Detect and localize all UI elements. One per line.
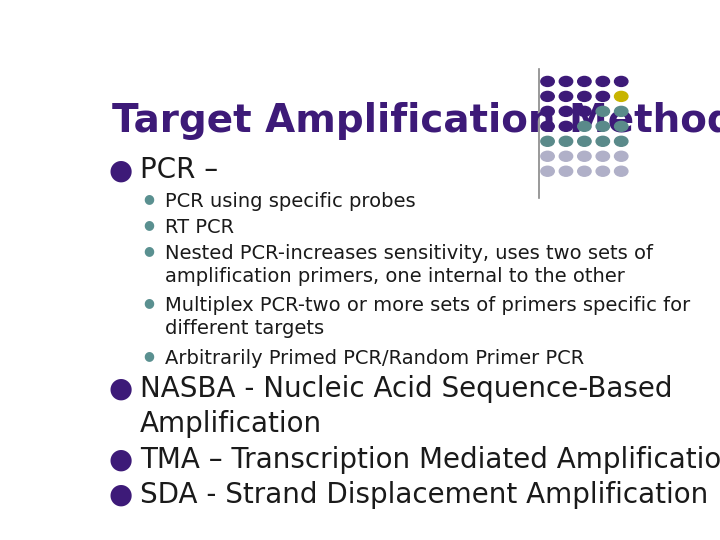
Text: PCR –: PCR –	[140, 156, 218, 184]
Circle shape	[615, 151, 628, 161]
Circle shape	[541, 166, 554, 176]
Circle shape	[541, 136, 554, 146]
Circle shape	[577, 77, 591, 86]
Text: ●: ●	[143, 192, 154, 205]
Circle shape	[577, 166, 591, 176]
Circle shape	[596, 106, 610, 116]
Circle shape	[615, 136, 628, 146]
Text: Multiplex PCR-two or more sets of primers specific for
different targets: Multiplex PCR-two or more sets of primer…	[166, 296, 690, 338]
Circle shape	[541, 77, 554, 86]
Text: NASBA - Nucleic Acid Sequence-Based
Amplification: NASBA - Nucleic Acid Sequence-Based Ampl…	[140, 375, 672, 437]
Text: ●: ●	[109, 375, 132, 403]
Circle shape	[577, 106, 591, 116]
Circle shape	[596, 122, 610, 131]
Circle shape	[559, 166, 572, 176]
Circle shape	[577, 122, 591, 131]
Circle shape	[541, 106, 554, 116]
Text: TMA – Transcription Mediated Amplification: TMA – Transcription Mediated Amplificati…	[140, 446, 720, 474]
Text: SDA - Strand Displacement Amplification: SDA - Strand Displacement Amplification	[140, 481, 708, 509]
Circle shape	[615, 106, 628, 116]
Text: Arbitrarily Primed PCR/Random Primer PCR: Arbitrarily Primed PCR/Random Primer PCR	[166, 349, 585, 368]
Text: ●: ●	[143, 218, 154, 231]
Circle shape	[559, 106, 572, 116]
Text: ●: ●	[143, 244, 154, 257]
Circle shape	[559, 151, 572, 161]
Circle shape	[541, 122, 554, 131]
Text: PCR using specific probes: PCR using specific probes	[166, 192, 416, 211]
Circle shape	[615, 91, 628, 102]
Text: ●: ●	[109, 481, 132, 509]
Circle shape	[577, 91, 591, 102]
Text: Nested PCR-increases sensitivity, uses two sets of
amplification primers, one in: Nested PCR-increases sensitivity, uses t…	[166, 244, 653, 286]
Circle shape	[596, 136, 610, 146]
Circle shape	[615, 77, 628, 86]
Circle shape	[559, 77, 572, 86]
Circle shape	[577, 151, 591, 161]
Circle shape	[541, 151, 554, 161]
Circle shape	[596, 151, 610, 161]
Text: ●: ●	[109, 156, 132, 184]
Circle shape	[615, 122, 628, 131]
Circle shape	[596, 77, 610, 86]
Text: ●: ●	[143, 296, 154, 309]
Text: RT PCR: RT PCR	[166, 218, 235, 237]
Text: Target Amplification Methods: Target Amplification Methods	[112, 102, 720, 140]
Text: ●: ●	[143, 349, 154, 362]
Circle shape	[541, 91, 554, 102]
Circle shape	[615, 166, 628, 176]
Circle shape	[559, 122, 572, 131]
Circle shape	[559, 91, 572, 102]
Circle shape	[559, 136, 572, 146]
Text: ●: ●	[109, 446, 132, 474]
Circle shape	[596, 166, 610, 176]
Circle shape	[577, 136, 591, 146]
Circle shape	[596, 91, 610, 102]
